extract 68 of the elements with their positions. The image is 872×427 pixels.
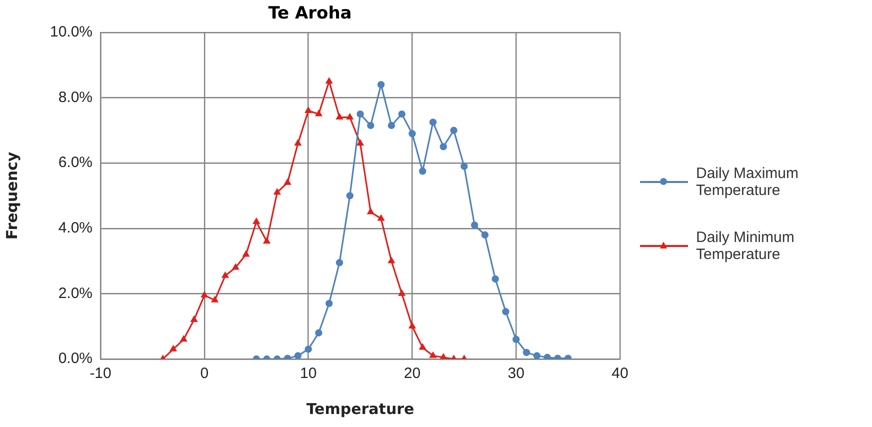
- x-tick-label: 40: [612, 365, 628, 382]
- x-tick-label: 10: [300, 365, 317, 382]
- point: [315, 110, 322, 116]
- legend-label: Daily Maximum Temperature: [696, 164, 800, 198]
- point: [429, 118, 437, 126]
- y-tick-label: 4.0%: [58, 220, 93, 236]
- point: [430, 352, 436, 358]
- point: [377, 81, 385, 88]
- point: [367, 122, 374, 130]
- point: [222, 272, 228, 278]
- point: [460, 162, 468, 170]
- point: [398, 110, 406, 118]
- point: [419, 344, 426, 350]
- point: [357, 140, 364, 146]
- x-tick-label: -10: [90, 365, 112, 382]
- point: [274, 188, 280, 195]
- point: [346, 114, 354, 120]
- point: [346, 192, 354, 200]
- point: [533, 352, 540, 359]
- x-tick-label: 0: [200, 365, 209, 382]
- y-tick-label: 8.0%: [58, 88, 93, 106]
- point: [408, 322, 416, 329]
- point: [190, 316, 198, 322]
- point: [544, 354, 551, 359]
- y-axis-title: Frequency: [2, 152, 21, 240]
- y-tick-label: 0.0%: [58, 350, 93, 368]
- point: [294, 352, 302, 359]
- point: [440, 354, 447, 359]
- y-tick-label: 10.0%: [50, 24, 93, 41]
- point: [440, 143, 447, 150]
- point: [470, 221, 478, 229]
- x-tick-label: 20: [404, 365, 421, 382]
- point: [450, 126, 458, 134]
- point: [481, 231, 489, 238]
- chart-title: Te Aroha: [268, 4, 352, 24]
- x-tick-label: 30: [508, 365, 524, 382]
- point: [264, 238, 270, 244]
- point: [326, 78, 332, 84]
- point: [304, 346, 312, 353]
- point: [522, 348, 530, 356]
- point: [242, 250, 250, 257]
- point: [253, 218, 260, 224]
- point: [315, 329, 322, 336]
- point: [502, 308, 510, 316]
- point: [232, 264, 239, 270]
- point: [512, 336, 520, 344]
- point: [419, 168, 426, 175]
- point: [378, 214, 384, 221]
- point: [284, 179, 291, 185]
- point: [408, 130, 416, 138]
- point: [398, 290, 406, 296]
- x-axis-title: Temperature: [306, 400, 414, 418]
- y-tick-label: 6.0%: [58, 154, 93, 172]
- point: [367, 208, 374, 214]
- point: [336, 114, 343, 120]
- point: [212, 296, 218, 302]
- point: [305, 107, 312, 113]
- point: [388, 122, 396, 130]
- y-tick-label: 2.0%: [58, 284, 93, 302]
- point: [388, 257, 395, 264]
- point: [294, 140, 302, 146]
- point: [201, 292, 208, 298]
- point: [336, 259, 344, 266]
- legend-label: Daily Minimum Temperature: [696, 228, 796, 262]
- point: [180, 336, 187, 342]
- point: [356, 110, 364, 118]
- point: [326, 300, 333, 308]
- point: [492, 275, 499, 283]
